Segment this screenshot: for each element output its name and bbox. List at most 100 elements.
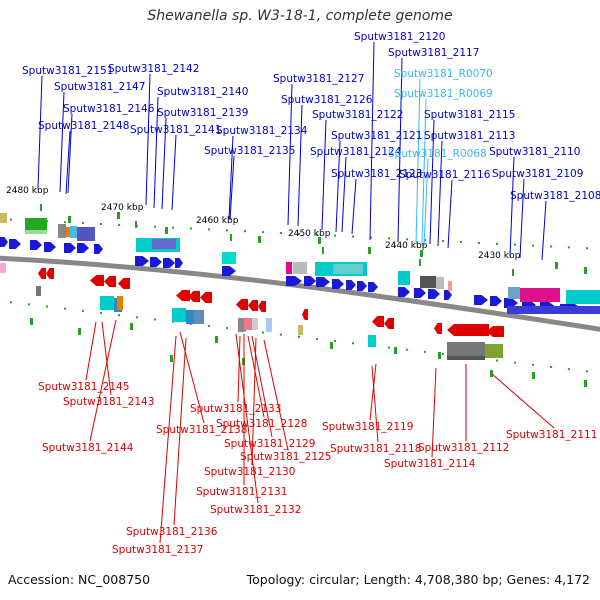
reverse-gene-arrow (302, 309, 308, 320)
minor-tick (30, 318, 33, 325)
gene-annotation-box (117, 296, 123, 310)
top-gene-label: Sputw3181_2126 (281, 94, 373, 106)
label-leader-line (235, 333, 259, 504)
top-gene-label: Sputw3181_2115 (424, 109, 515, 121)
ring-dot (316, 233, 318, 236)
ring-dot (496, 242, 498, 245)
ring-dot (244, 329, 246, 332)
forward-gene-arrow (398, 287, 410, 297)
ring-dot (352, 235, 354, 238)
minor-tick (130, 323, 133, 330)
reverse-gene-arrow (372, 316, 384, 327)
minor-tick (258, 236, 261, 243)
ring-dot (100, 223, 102, 225)
scale-label: 2480 kbp (6, 186, 49, 196)
ring-dot (82, 222, 84, 225)
gene-annotation-box (298, 325, 303, 335)
forward-gene-arrow (428, 289, 440, 299)
tick-layer (10, 204, 588, 387)
label-leader-line (423, 158, 429, 247)
ring-dot (406, 238, 408, 241)
minor-tick (165, 227, 168, 234)
label-leader-line (519, 178, 525, 259)
ring-dot (586, 247, 588, 250)
gene-annotation-box (447, 342, 485, 356)
gene-annotation-box (252, 318, 258, 330)
ring-dot (190, 227, 192, 230)
forward-gene-arrow (368, 282, 378, 292)
bottom-gene-label: Sputw3181_2143 (63, 396, 154, 408)
label-leader-line (341, 156, 347, 233)
forward-gene-arrow (414, 288, 426, 298)
ring-dot (262, 331, 264, 334)
minor-tick (170, 355, 173, 362)
ring-dot (154, 318, 156, 321)
forward-gene-arrow (30, 240, 42, 250)
label-leader-line (159, 335, 177, 544)
bottom-gene-label: Sputw3181_2118 (330, 443, 421, 455)
top-gene-label: Sputw3181_2108 (510, 190, 600, 202)
gene-annotation-box (100, 296, 114, 310)
label-leader-line (237, 335, 241, 403)
top-gene-label: Sputw3181_2124 (310, 146, 402, 158)
forward-gene-arrow (504, 298, 518, 308)
ring-dot (514, 361, 516, 364)
genome-backbone-layer (0, 255, 600, 332)
forward-gene-arrow (316, 277, 330, 287)
bottom-gene-label: Sputw3181_2125 (240, 451, 331, 463)
ring-dot (172, 226, 174, 229)
bottom-gene-label: Sputw3181_2137 (112, 544, 203, 556)
forward-gene-arrow (150, 257, 162, 267)
minor-tick (394, 347, 397, 354)
top-gene-label: Sputw3181_2116 (399, 169, 491, 181)
ring-dot (64, 221, 66, 224)
label-leader-line (421, 98, 427, 246)
gene-annotation-box (152, 239, 176, 249)
bottom-gene-label: Sputw3181_2111 (506, 429, 597, 441)
top-gene-label: Sputw3181_2113 (424, 130, 515, 142)
scale-label: 2460 kbp (196, 216, 239, 226)
label-leader-line (179, 331, 205, 424)
ring-dot (514, 243, 516, 246)
forward-gene-arrow (44, 242, 56, 252)
reverse-gene-arrow (118, 278, 130, 289)
forward-gene-arrow (94, 244, 103, 254)
label-leader-line (371, 365, 379, 443)
bottom-gene-label: Sputw3181_2131 (196, 486, 287, 498)
ring-dot (334, 340, 336, 343)
minor-tick (68, 216, 71, 223)
label-leader-line (509, 156, 515, 257)
label-leader-line (437, 140, 443, 247)
top-gene-label: Sputw3181_2127 (273, 73, 364, 85)
reverse-gene-arrow (384, 318, 394, 329)
gene-annotation-box (194, 310, 204, 324)
minor-tick (490, 370, 493, 377)
top-gene-label: Sputw3181_2139 (157, 107, 248, 119)
top-gene-label: Sputw3181_2135 (204, 145, 295, 157)
ring-dot (118, 314, 120, 317)
genome-title: Shewanella sp. W3-18-1, complete genome (147, 8, 453, 24)
minor-tick (215, 336, 218, 343)
label-leader-line (263, 339, 289, 451)
forward-gene-arrow (9, 239, 21, 249)
bottom-gene-label: Sputw3181_2114 (384, 458, 476, 470)
label-leader-line (85, 321, 97, 381)
ring-dot (334, 234, 336, 237)
ring-dot (442, 240, 444, 243)
forward-gene-arrow (64, 243, 76, 253)
genome-summary-text: Topology: circular; Length: 4,708,380 bp… (246, 572, 590, 587)
top-gene-label: Sputw3181_2147 (54, 81, 145, 93)
top-gene-label: Sputw3181_2121 (331, 130, 422, 142)
ring-dot (154, 225, 156, 228)
bottom-gene-label: Sputw3181_2132 (210, 504, 301, 516)
minor-tick (330, 342, 333, 349)
gene-annotation-box (77, 227, 95, 241)
bottom-gene-label: Sputw3181_2136 (126, 526, 218, 538)
ring-dot (532, 244, 534, 247)
ring-dot (316, 337, 318, 340)
reverse-gene-arrow (90, 275, 104, 286)
label-leader-line (287, 83, 293, 226)
scale-label: 2440 kbp (385, 241, 428, 251)
label-leader-line (145, 73, 151, 206)
gene-annotation-box (485, 344, 503, 358)
